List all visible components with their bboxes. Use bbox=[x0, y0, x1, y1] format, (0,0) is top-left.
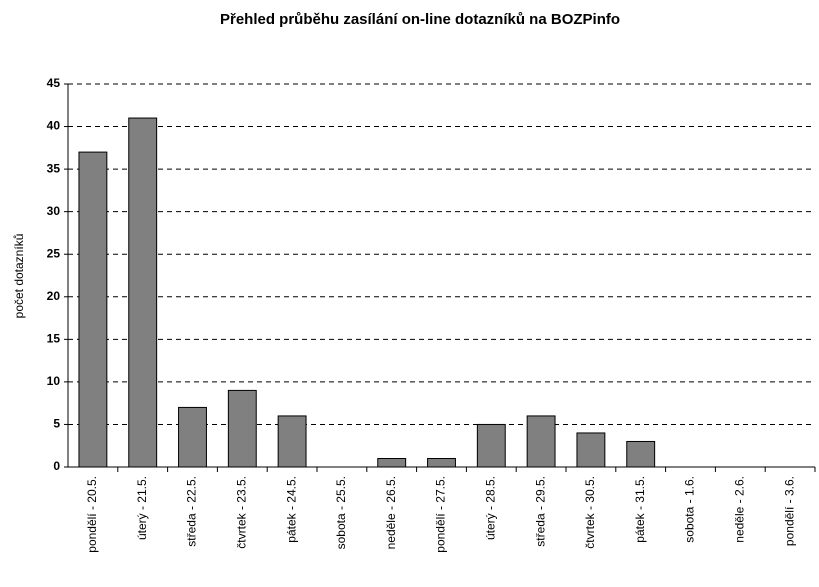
bar bbox=[427, 457, 456, 468]
y-tick-label: 5 bbox=[53, 417, 60, 431]
y-tick-label: 45 bbox=[47, 76, 61, 90]
y-tick-label: 10 bbox=[47, 374, 61, 388]
bar bbox=[626, 440, 656, 468]
x-tick-label: středa - 29.5. bbox=[533, 476, 547, 547]
y-tick-label: 35 bbox=[47, 161, 61, 175]
y-axis-label: počet dotazníků bbox=[12, 234, 26, 319]
x-tick-label: pátek - 24.5. bbox=[284, 476, 298, 543]
x-tick-label: čtvrtek - 23.5. bbox=[234, 476, 248, 549]
x-tick-label: pátek - 31.5. bbox=[633, 476, 647, 543]
bar bbox=[476, 423, 506, 468]
bar bbox=[128, 117, 158, 468]
bar bbox=[78, 151, 108, 468]
bar bbox=[227, 389, 257, 468]
x-tick-label: sobota - 25.5. bbox=[334, 476, 348, 549]
x-tick-label: středa - 22.5. bbox=[185, 476, 199, 547]
bar bbox=[178, 406, 207, 468]
bar bbox=[526, 415, 556, 468]
y-tick-label: 15 bbox=[47, 332, 61, 346]
y-tick-label: 0 bbox=[53, 459, 60, 473]
bar bbox=[277, 415, 307, 468]
y-tick-label: 30 bbox=[47, 204, 61, 218]
y-tick-label: 40 bbox=[47, 119, 61, 133]
x-tick-label: pondělí - 27.5. bbox=[434, 476, 448, 553]
x-tick-label: úterý - 28.5. bbox=[483, 476, 497, 540]
bar bbox=[576, 432, 606, 468]
x-tick-label: sobota - 1.6. bbox=[683, 476, 697, 543]
x-tick-label: pondělí - 20.5. bbox=[85, 476, 99, 553]
x-tick-label: čtvrtek - 30.5. bbox=[583, 476, 597, 549]
x-tick-label: úterý - 21.5. bbox=[135, 476, 149, 540]
chart-title: Přehled průběhu zasílání on-line dotazní… bbox=[220, 11, 620, 28]
y-tick-label: 25 bbox=[47, 246, 61, 260]
bar bbox=[377, 457, 407, 468]
x-tick-label: neděle - 2.6. bbox=[732, 476, 746, 543]
x-tick-label: neděle - 26.5. bbox=[384, 476, 398, 549]
y-tick-label: 20 bbox=[47, 289, 61, 303]
x-tick-label: pondělí - 3.6. bbox=[782, 476, 796, 546]
